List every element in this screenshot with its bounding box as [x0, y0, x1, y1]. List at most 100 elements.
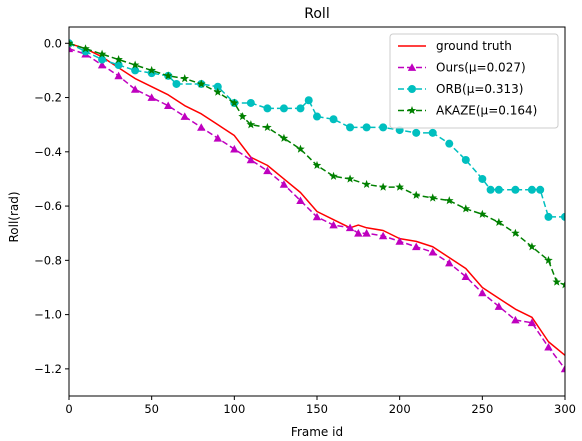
data-point-1-7 [180, 112, 189, 120]
x-tick-label-6: 300 [554, 402, 576, 416]
data-point-3-21 [395, 182, 404, 191]
data-point-1-24 [445, 258, 454, 267]
y-tick-label-0: 0.0 [44, 36, 62, 50]
legend-box [389, 33, 559, 129]
data-point-2-13 [279, 104, 288, 113]
data-point-1-17 [345, 223, 355, 232]
data-point-2-19 [362, 123, 371, 132]
data-point-2-4 [131, 66, 140, 75]
legend-label-1: Ours(μ=0.027) [436, 61, 526, 75]
data-point-1-30 [544, 342, 553, 351]
data-point-1-29 [527, 318, 537, 327]
data-point-3-5 [147, 65, 156, 75]
y-axis-label: Roll(rad) [7, 191, 21, 242]
data-point-1-5 [147, 93, 156, 101]
data-point-3-18 [345, 174, 355, 183]
data-point-3-9 [213, 87, 223, 96]
legend-item-0: ground truth [398, 39, 512, 53]
data-point-3-22 [411, 190, 421, 199]
data-point-3-11 [238, 112, 247, 121]
data-point-2-3 [114, 60, 123, 69]
data-point-2-5 [147, 69, 156, 78]
data-point-1-10 [230, 144, 239, 153]
data-point-3-7 [180, 74, 190, 83]
x-tick-label-4: 200 [389, 402, 411, 416]
data-point-3-20 [378, 182, 388, 191]
data-point-3-19 [362, 179, 371, 189]
data-point-1-22 [412, 242, 421, 251]
data-point-3-17 [329, 171, 338, 180]
data-point-2-32 [544, 212, 553, 221]
legend-marker-1 [407, 63, 417, 71]
data-point-1-2 [97, 60, 107, 69]
data-point-1-31 [560, 364, 565, 373]
data-point-3-32 [560, 280, 565, 289]
data-point-3-31 [552, 277, 562, 286]
x-tick-label-5: 250 [471, 402, 493, 416]
chart-title: Roll [304, 6, 329, 22]
data-point-2-33 [561, 212, 565, 221]
y-tick-label-3: −0.6 [34, 199, 62, 213]
data-point-1-12 [263, 166, 272, 175]
data-point-3-29 [527, 242, 537, 251]
legend-label-0: ground truth [436, 39, 512, 53]
y-tick-label-4: −0.8 [34, 253, 62, 267]
y-tick-label-2: −0.4 [34, 145, 62, 159]
data-point-2-31 [536, 185, 545, 194]
data-point-3-12 [246, 120, 256, 129]
legend-item-1: Ours(μ=0.027) [398, 61, 526, 75]
x-tick-label-0: 0 [65, 402, 72, 416]
data-point-2-22 [412, 128, 421, 137]
legend-marker-3 [407, 106, 417, 115]
data-point-1-20 [378, 231, 388, 240]
legend-label-2: ORB(μ=0.313) [436, 82, 523, 96]
data-point-2-15 [304, 96, 313, 105]
data-point-2-16 [313, 112, 321, 121]
data-point-2-26 [478, 174, 487, 183]
data-point-1-8 [197, 123, 206, 131]
data-point-3-23 [428, 193, 438, 202]
data-point-3-25 [461, 204, 471, 213]
series-0 [69, 42, 565, 356]
data-point-1-6 [164, 101, 173, 110]
x-tick-label-3: 150 [306, 402, 328, 416]
data-point-3-3 [114, 55, 123, 64]
data-point-3-8 [196, 79, 206, 88]
data-point-3-30 [544, 255, 553, 264]
data-point-2-30 [527, 185, 536, 194]
data-point-3-15 [296, 144, 305, 153]
data-point-1-0 [69, 44, 74, 53]
series-line-0 [69, 42, 565, 356]
x-axis-label: Frame id [291, 425, 343, 439]
legend-item-2: ORB(μ=0.313) [398, 82, 523, 96]
data-point-1-19 [362, 229, 371, 237]
data-point-2-14 [296, 104, 305, 113]
data-point-3-10 [230, 98, 239, 107]
data-point-2-11 [246, 98, 255, 107]
data-point-2-9 [213, 82, 222, 91]
data-point-2-2 [98, 55, 107, 64]
x-tick-label-2: 100 [223, 402, 245, 416]
data-point-3-4 [130, 60, 140, 69]
legend-item-3: AKAZE(μ=0.164) [398, 104, 537, 118]
data-point-2-7 [172, 79, 181, 88]
series-3 [69, 38, 565, 289]
data-point-3-16 [312, 160, 322, 170]
data-point-3-26 [478, 209, 487, 218]
data-point-1-4 [130, 85, 140, 93]
data-point-1-16 [329, 220, 338, 229]
data-point-1-15 [312, 212, 322, 221]
data-point-3-28 [511, 228, 520, 237]
data-point-3-24 [444, 196, 454, 205]
data-point-3-1 [81, 44, 90, 53]
data-point-3-2 [97, 49, 107, 58]
data-point-1-11 [246, 155, 256, 164]
data-point-2-29 [511, 185, 520, 194]
data-point-2-18 [346, 123, 355, 132]
data-point-2-17 [329, 115, 338, 124]
data-point-1-28 [511, 315, 520, 324]
legend: ground truth Ours(μ=0.027) ORB(μ=0.313) AKA… [389, 33, 559, 129]
series-line-2 [69, 42, 565, 218]
y-tick-label-6: −1.2 [34, 362, 62, 376]
series-1 [69, 44, 565, 373]
